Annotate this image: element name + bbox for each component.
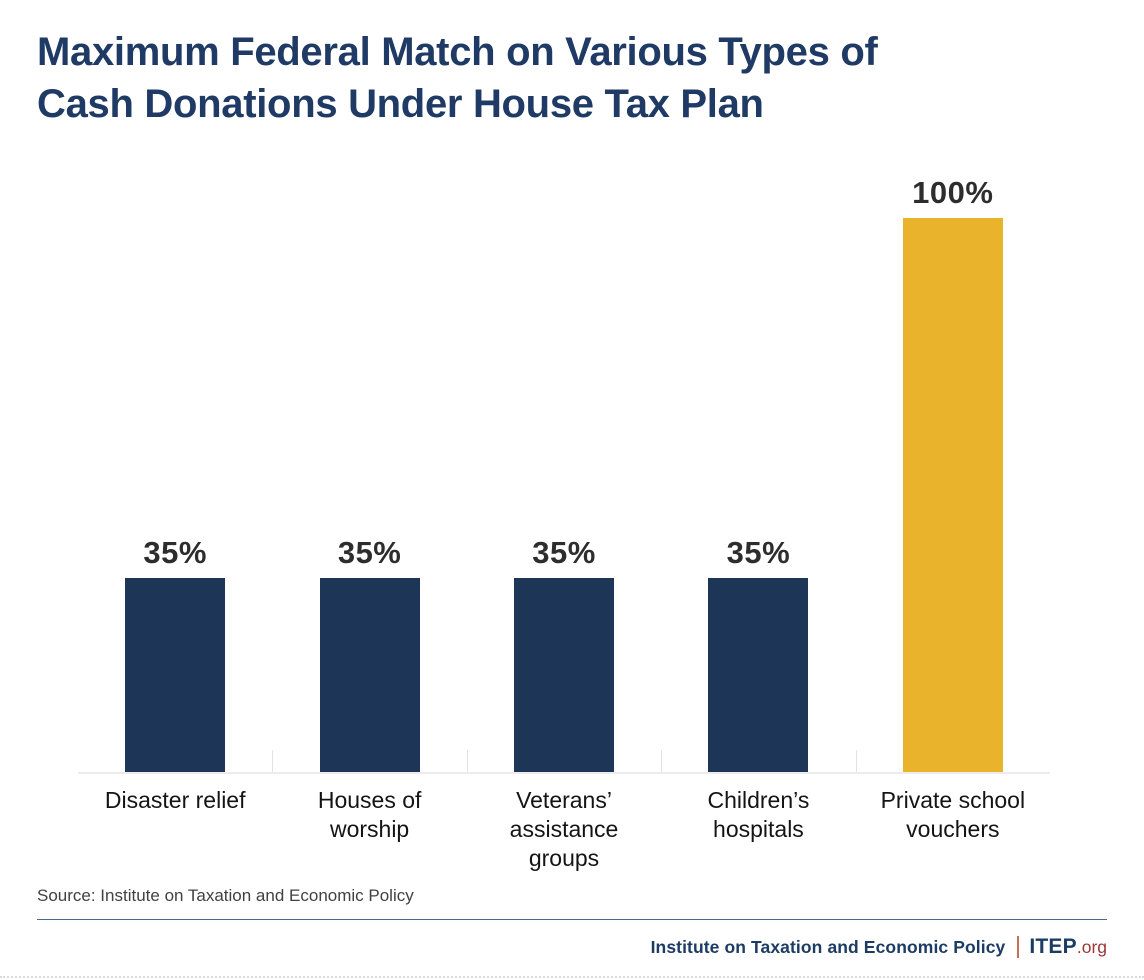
source-note: Source: Institute on Taxation and Econom…: [37, 886, 414, 905]
footer-brand-suffix: .org: [1076, 936, 1107, 957]
bottom-dotted-line: [0, 976, 1144, 978]
category-label: Veterans’ assistance groups: [509, 787, 619, 871]
bar-column: 35%: [272, 535, 466, 772]
chart-title-line-2: Cash Donations Under House Tax Plan: [37, 82, 764, 126]
category-label: Private school vouchers: [880, 787, 1026, 842]
bar-value-label: 35%: [337, 535, 402, 570]
chart-title: Maximum Federal Match on Various Types o…: [37, 26, 1107, 130]
category-labels: Disaster relief Houses of worship Veterans…: [78, 786, 1050, 873]
chart-title-line-1: Maximum Federal Match on Various Types o…: [37, 30, 878, 74]
category-label: Children’s hospitals: [707, 787, 810, 842]
category-label: Disaster relief: [104, 787, 246, 813]
footer-separator-bar: [1017, 936, 1020, 958]
bar: [708, 578, 809, 772]
bar: [125, 578, 226, 772]
bar: [902, 218, 1003, 772]
bar-value-label: 35%: [532, 535, 596, 570]
bar-chart: 35% 35% 35% 35% 100% Disaster relief Houses o…: [78, 170, 1050, 873]
bar-column: 35%: [661, 535, 855, 772]
bar: [319, 578, 420, 772]
footer-org-name: Institute on Taxation and Economic Polic…: [650, 936, 1006, 957]
bar-column: 100%: [856, 175, 1050, 772]
bar-value-label: 35%: [726, 535, 791, 570]
axis-tick: [466, 750, 468, 772]
bar-column: 35%: [78, 535, 272, 772]
bar-column: 35%: [467, 535, 661, 772]
axis-tick: [661, 750, 663, 772]
footer-divider-line: [37, 919, 1107, 920]
bar-value-label: 100%: [912, 175, 994, 210]
axis-tick: [272, 750, 274, 772]
footer: Institute on Taxation and Economic Polic…: [651, 935, 1107, 959]
chart-plot-area: 35% 35% 35% 35% 100%: [78, 170, 1050, 774]
axis-tick: [855, 750, 857, 772]
bar: [514, 578, 615, 772]
bar-value-label: 35%: [143, 535, 207, 570]
category-label: Houses of worship: [317, 787, 422, 842]
footer-brand-logo: ITEP: [1029, 935, 1077, 958]
